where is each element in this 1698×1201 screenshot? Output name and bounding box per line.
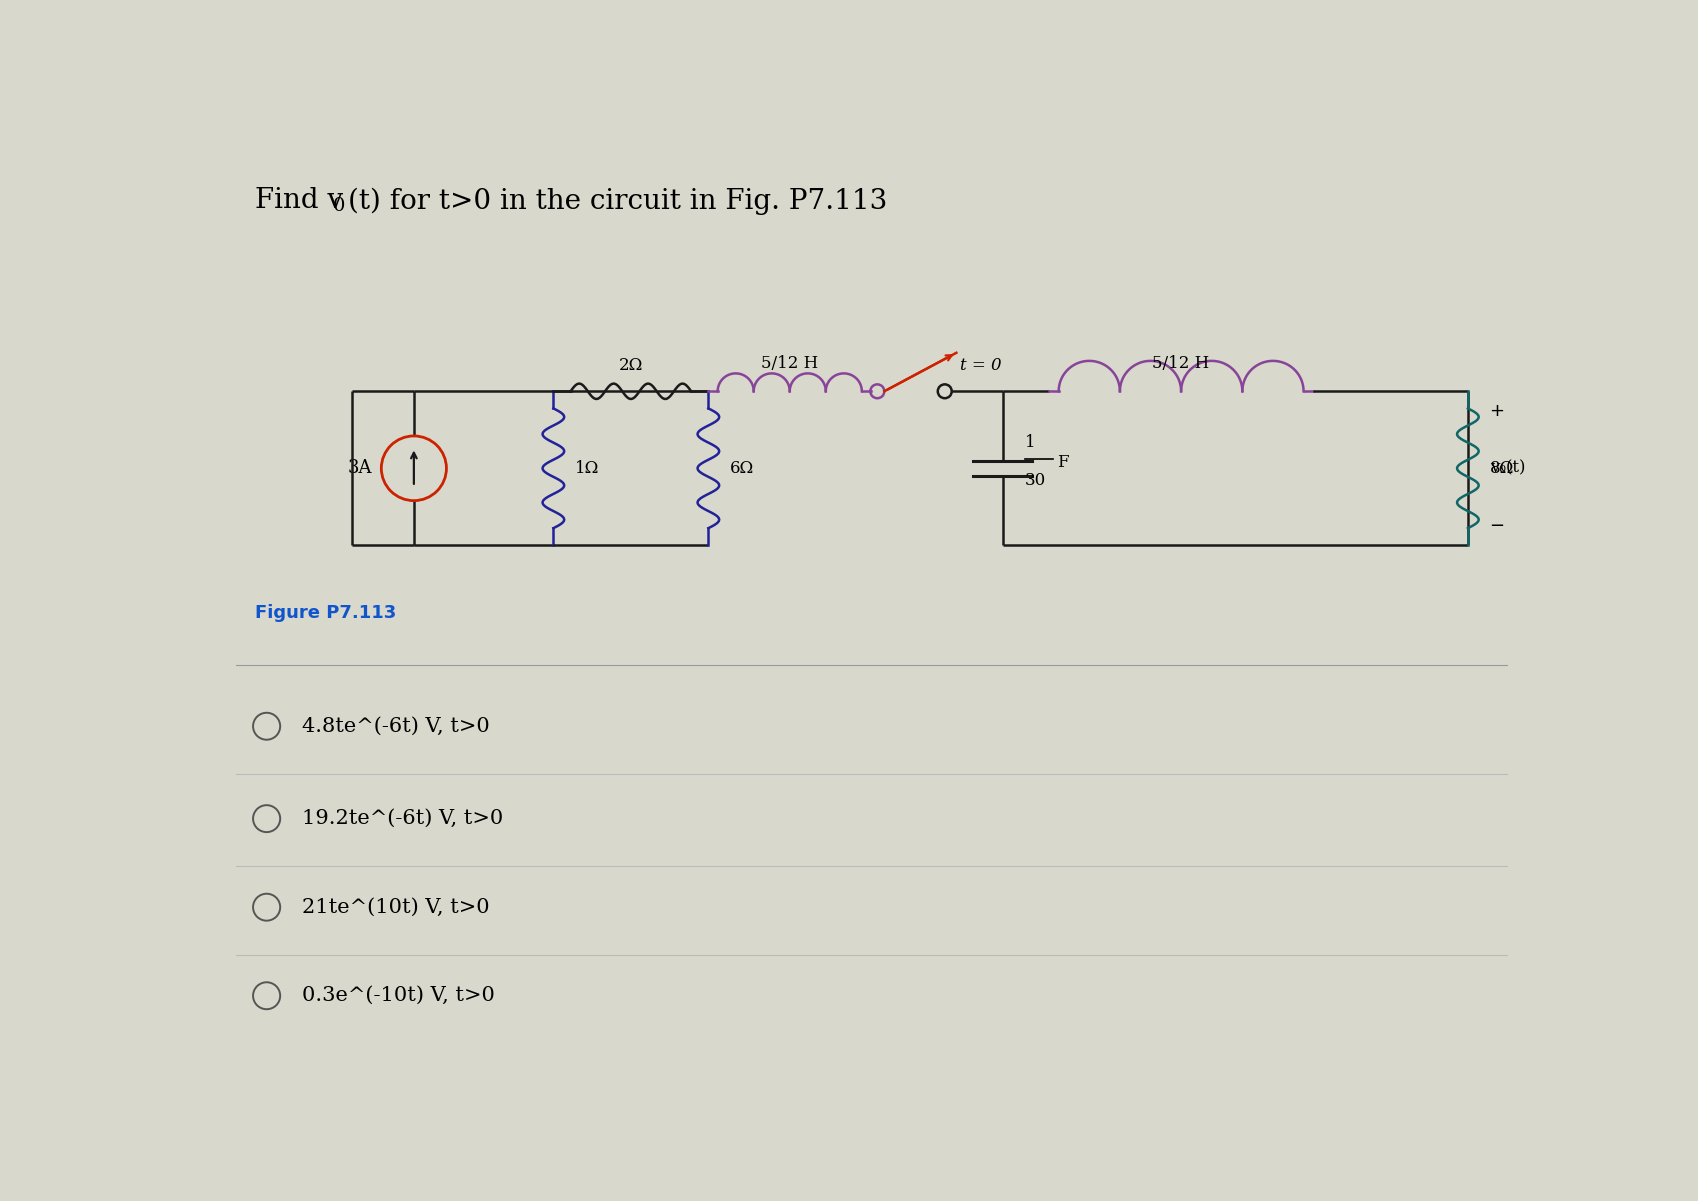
Text: 6Ω: 6Ω [730,460,754,477]
Text: v₀(t): v₀(t) [1489,460,1525,477]
Text: +: + [1489,401,1504,419]
Text: 2Ω: 2Ω [618,358,642,375]
Text: 8Ω: 8Ω [1489,460,1513,477]
Text: 4.8te^(-6t) V, t>0: 4.8te^(-6t) V, t>0 [301,717,489,736]
Text: t = 0: t = 0 [959,358,1002,375]
Text: 30: 30 [1024,472,1046,489]
Text: 1Ω: 1Ω [574,460,599,477]
Text: −: − [1489,518,1504,534]
Text: 5/12 H: 5/12 H [1151,355,1209,372]
Text: 21te^(10t) V, t>0: 21te^(10t) V, t>0 [301,897,489,916]
Text: 0: 0 [333,197,345,215]
Text: 0.3e^(-10t) V, t>0: 0.3e^(-10t) V, t>0 [301,986,494,1005]
Text: 5/12 H: 5/12 H [761,355,818,372]
Text: 19.2te^(-6t) V, t>0: 19.2te^(-6t) V, t>0 [301,809,503,829]
Text: 1: 1 [1024,435,1034,452]
Text: F: F [1056,454,1068,471]
Text: Figure P7.113: Figure P7.113 [255,604,396,622]
Text: Find v: Find v [255,187,343,214]
Text: 3A: 3A [348,459,372,477]
Text: (t) for t>0 in the circuit in Fig. P7.113: (t) for t>0 in the circuit in Fig. P7.11… [348,187,886,215]
